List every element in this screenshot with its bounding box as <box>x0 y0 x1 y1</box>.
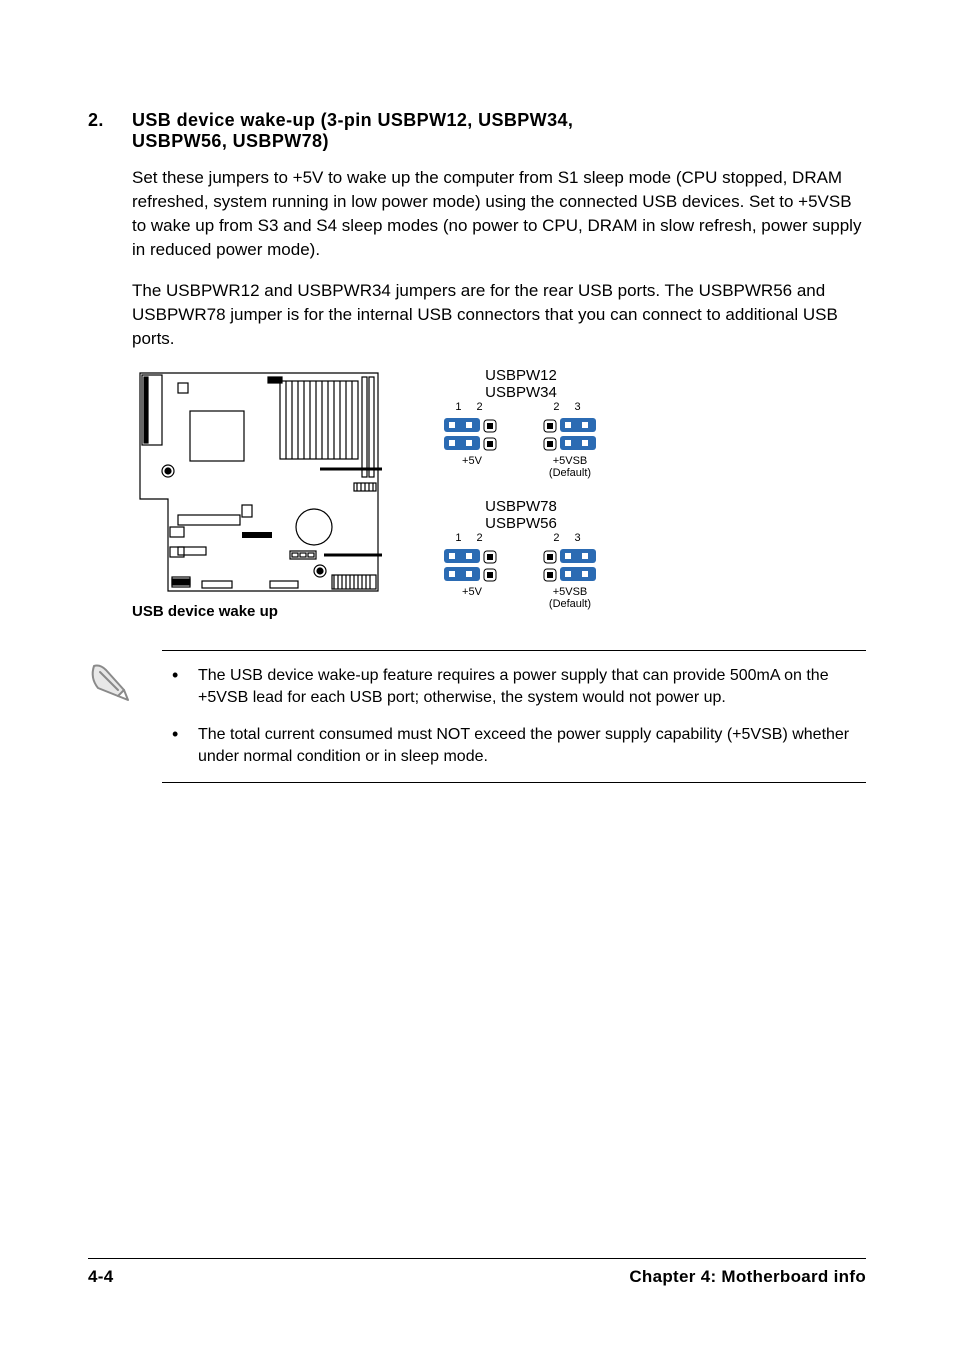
body-paragraph-2: The USBPWR12 and USBPWR34 jumpers are fo… <box>132 279 866 351</box>
note-text-1: The total current consumed must NOT exce… <box>198 724 862 769</box>
jumper-block-1-1: 2 3 <box>540 532 600 610</box>
bullet-icon: • <box>166 665 198 687</box>
jumper-svg <box>442 547 502 583</box>
note-text-0: The USB device wake-up feature requires … <box>198 665 862 710</box>
jumper-bottom-label: +5V <box>462 586 482 598</box>
bullet-icon: • <box>166 724 198 746</box>
jumper-bottom-text: +5VSB <box>553 455 588 467</box>
body-paragraph-1: Set these jumpers to +5V to wake up the … <box>132 166 866 263</box>
note-item-1: • The total current consumed must NOT ex… <box>166 724 862 769</box>
note-content: • The USB device wake-up feature require… <box>162 650 866 784</box>
note-item-0: • The USB device wake-up feature require… <box>166 665 862 710</box>
diagram-area: USB device wake up USBPW12 USBPW34 1 2 <box>132 367 866 620</box>
section-title-line2: USBPW56, USBPW78) <box>132 131 329 151</box>
section-number: 2. <box>88 110 132 131</box>
pins-label: 1 2 <box>455 401 488 413</box>
pins-label: 1 2 <box>455 532 488 544</box>
pencil-note-icon <box>88 650 136 707</box>
jumper-group-0: USBPW12 USBPW34 1 2 <box>442 367 600 480</box>
jumper-svg <box>540 547 600 583</box>
jumper-group-0-label-2: USBPW34 <box>485 384 557 401</box>
jumper-group-1-label: USBPW78 USBPW56 <box>442 498 600 533</box>
jumper-group-0-label: USBPW12 USBPW34 <box>442 367 600 402</box>
page-number: 4-4 <box>88 1267 113 1287</box>
section-title: USB device wake-up (3-pin USBPW12, USBPW… <box>132 110 866 152</box>
jumper-block-0-0: 1 2 <box>442 401 502 479</box>
jumper-svg <box>442 416 502 452</box>
jumper-group-1: USBPW78 USBPW56 1 2 <box>442 498 600 611</box>
motherboard-schematic: USB device wake up <box>132 367 382 620</box>
jumper-group-1-label-1: USBPW78 <box>485 498 557 515</box>
jumper-bottom-label: +5VSB (Default) <box>549 586 591 610</box>
jumper-bottom-default: (Default) <box>549 598 591 610</box>
chapter-label: Chapter 4: Motherboard info <box>629 1267 866 1287</box>
jumper-bottom-label: +5VSB (Default) <box>549 455 591 479</box>
jumper-bottom-text: +5VSB <box>553 586 588 598</box>
jumper-block-0-1: 2 3 <box>540 401 600 479</box>
pins-label: 2 3 <box>553 532 586 544</box>
jumper-column: USBPW12 USBPW34 1 2 <box>442 367 600 610</box>
section-heading: 2. USB device wake-up (3-pin USBPW12, US… <box>88 110 866 152</box>
note-box: • The USB device wake-up feature require… <box>88 650 866 784</box>
pins-label: 2 3 <box>553 401 586 413</box>
jumper-group-1-label-2: USBPW56 <box>485 515 557 532</box>
jumper-svg <box>540 416 600 452</box>
jumper-bottom-label: +5V <box>462 455 482 467</box>
page-footer: 4-4 Chapter 4: Motherboard info <box>88 1258 866 1287</box>
jumper-bottom-default: (Default) <box>549 467 591 479</box>
motherboard-caption: USB device wake up <box>132 603 382 620</box>
jumper-group-0-label-1: USBPW12 <box>485 367 557 384</box>
section-title-line1: USB device wake-up (3-pin USBPW12, USBPW… <box>132 110 573 130</box>
jumper-block-1-0: 1 2 <box>442 532 502 610</box>
